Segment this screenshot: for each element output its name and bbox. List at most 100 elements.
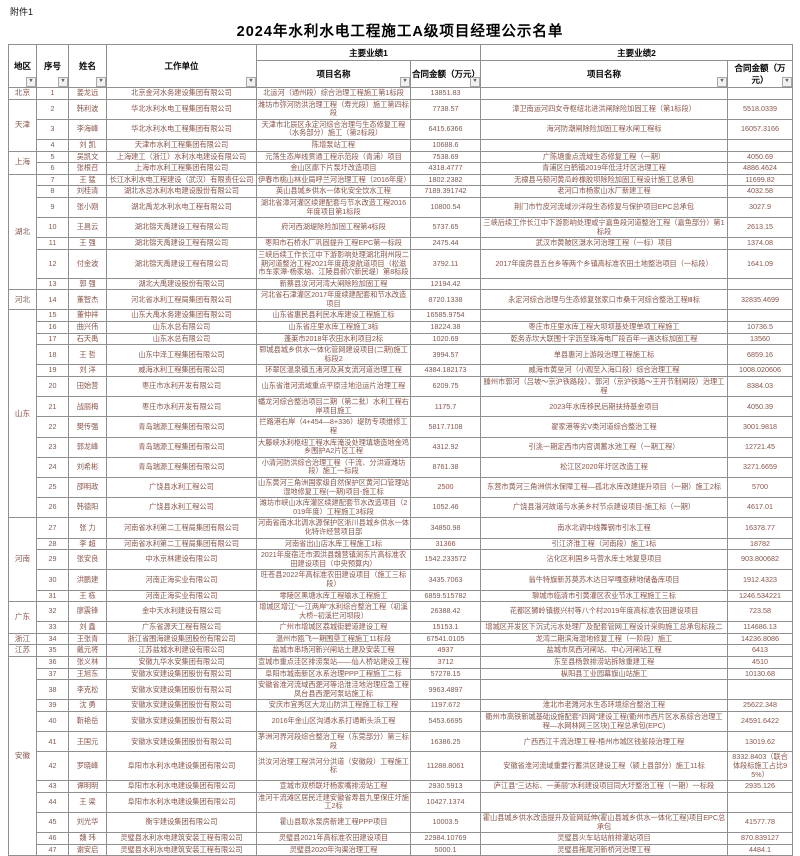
amount1-cell: 7538.69: [409, 150, 482, 164]
name-cell: 张小刚: [68, 196, 107, 219]
project1-cell: 河南省出山店水库工程施工1标: [256, 537, 411, 551]
page-title: 2024年水利水电工程施工A级项目经理公示名单: [236, 24, 564, 40]
name-cell: 沈 勇: [68, 699, 107, 713]
name-cell: 王 强: [68, 237, 107, 250]
filter-dropdown-icon[interactable]: ▾: [400, 77, 410, 87]
employer-cell: 金中天水利建设有限公司: [106, 601, 257, 623]
employer-cell: 山东水总有限公司: [106, 332, 257, 346]
index-cell: 16: [36, 321, 69, 334]
project2-cell: 龙湾二期滨海湿地修复工程（一阶段）施工: [480, 632, 729, 646]
amount2-cell: [727, 791, 794, 813]
project2-cell: [480, 87, 729, 100]
project1-cell: 霍山县取水泵房新建工程PPP项目: [256, 811, 411, 834]
table-row: 44 王 梁阜阳市水利水电建设集团有限公司 淮河干流滩区居民迁建安徽省寿县九里保庄圩…: [9, 791, 794, 813]
project2-cell: 东营市黄河三角洲供水保障工程—孤北水库改建提升项目（一期）施工2标: [480, 476, 729, 499]
employer-cell: 青岛瑞源工程集团有限公司: [106, 456, 257, 478]
table-row: 20 田始营 枣庄市水利开发有限公司 山东省淮河流域重点平原洼地沿运片治理工程 6209…: [9, 376, 794, 398]
employer-cell: 灵璧县水利水电建筑安装工程有限公司: [106, 843, 257, 856]
table-row: 上海 5 吴凯文 上海建工（浙江）水利水电建设有限公司 元荡生态岸线贯通工程示范段（青浦…: [8, 150, 794, 175]
index-cell: 22: [36, 416, 69, 438]
region-cell: 河北: [8, 289, 37, 311]
table-row: 湖北 7 王 猛长江水利水电工程建设（武汉）有限责任公司 伊春市桃山林业局呼兰河治理工…: [8, 173, 794, 291]
table-row: 39 沈 勇安徽水安建设集团股份有限公司 安庆市宜秀区大龙山防洪工程施工标工程 119…: [9, 699, 794, 713]
index-cell: 27: [36, 517, 69, 539]
index-cell: 20: [36, 376, 69, 398]
index-cell: 6: [36, 162, 69, 175]
table-row: 26 韩德阳 广饶县水利工程公司 潍坊市峡山水库灌区续建配套节水改造项目（2019年度…: [9, 497, 794, 519]
employer-cell: 河南省水利第二工程局集团有限公司: [106, 537, 257, 551]
employer-cell: 浙江省围海建设集团股份有限公司: [106, 632, 257, 646]
project2-cell: 南水北调中线舞钢市引水工程: [480, 517, 729, 539]
project2-cell: 漳卫南运河四女寺枢纽北进洪闸除险加固工程（第1标段）: [480, 98, 729, 120]
project2-cell: 花都区狮岭镇振兴村等八个村2019年度高标准农田建设项目: [480, 601, 729, 623]
name-cell: 王 猛: [68, 173, 107, 187]
amount1-cell: 6859.515782: [409, 589, 482, 603]
employer-cell: 威海水利工程集团有限公司: [106, 364, 257, 378]
col-header-amount1: 合同金额（万元） ▾: [409, 60, 482, 88]
index-cell: 44: [36, 791, 69, 813]
name-cell: 张安良: [68, 549, 107, 571]
filter-dropdown-icon[interactable]: ▾: [96, 77, 106, 87]
filter-dropdown-icon[interactable]: ▾: [717, 77, 727, 87]
filter-dropdown-icon[interactable]: ▾: [470, 77, 480, 87]
index-cell: 11: [36, 237, 69, 250]
amount2-cell: 5700: [727, 476, 794, 499]
project2-cell: 枣庄市庄里水库工程大坝坝基处理单项工程施工: [480, 321, 729, 334]
region-cell: 河南: [8, 517, 37, 603]
amount1-cell: 6209.75: [409, 376, 482, 398]
index-cell: 36: [36, 656, 69, 669]
project2-cell: [480, 138, 729, 152]
amount1-cell: 2930.5913: [409, 780, 482, 793]
employer-cell: 山东大禹水务建设集团有限公司: [106, 309, 257, 323]
employer-cell: 河南正海实业有限公司: [106, 569, 257, 591]
amount2-cell: 25622.348: [727, 699, 794, 713]
name-cell: 曲兴伟: [68, 321, 107, 334]
amount2-cell: 3271.6659: [727, 456, 794, 478]
table-row: 6 张根召 上海市水利工程集团有限公司 金山区廊下片泵圩改造项目 4318.4777 青浦…: [9, 162, 794, 175]
project1-cell: 宣城市重点洼区排涝泵站——仙人桥站建设工程: [256, 656, 411, 669]
amount1-cell: 4312.92: [409, 436, 482, 458]
project1-cell: 蓬莱市2018年农田水利项目2标: [256, 332, 411, 346]
filter-dropdown-icon[interactable]: ▾: [26, 77, 36, 87]
name-cell: 罗晓峰: [68, 751, 107, 782]
employer-cell: 天津市水利工程集团有限公司: [106, 138, 257, 152]
index-cell: 5: [36, 150, 69, 164]
project1-cell: 三峡后续工作长江中下游影响处理湖北荆州段二期河道整治工程2021年度疏浚航道项目…: [256, 248, 411, 279]
region-cell: 山东: [8, 309, 37, 519]
project1-cell: 潍坊市弥河防洪治理工程（寿光段）施工第四标段: [256, 98, 411, 120]
project1-cell: 天津市北辰区永定河综合治理与生态修复工程（水务部分）施工（第2标段）: [256, 118, 411, 140]
amount2-cell: 4886.4624: [727, 162, 794, 175]
project1-cell: 茅洲河界河段综合整治工程（东莞部分）第三标段: [256, 731, 411, 753]
project1-cell: 淮河干流滩区居民迁建安徽省寿县九里保庄圩施工2标: [256, 791, 411, 813]
table-row: 北京 1 姜龙远 北京金河水务建设集团有限公司 北运河（通州段）综合治理工程施工第1标段…: [8, 87, 794, 100]
table-row: 21 战丽梅 枣庄市水利开发有限公司 蟠龙河综合整治项目二期（第二批）水利工程右岸项目…: [9, 396, 794, 418]
col-header-index: 序号 ▾: [36, 44, 69, 88]
project2-cell: 安徽省淮河流域重要行蓄洪区建设工程（颍上县部分）施工11标: [480, 751, 729, 782]
amount1-cell: 26388.42: [409, 601, 482, 623]
project2-cell: 淮北市老濉河水生态环境综合整治工程: [480, 699, 729, 713]
col-header-region-label: 地区: [13, 61, 31, 71]
filter-dropdown-icon[interactable]: ▾: [246, 77, 256, 87]
project2-cell: [480, 309, 729, 323]
table-row: 23 郭龙峰 青岛瑞源工程集团有限公司 大藤峡水利枢纽工程水库淹没处理填塘造地金鸡乡围…: [9, 436, 794, 458]
name-cell: 谭明明: [68, 780, 107, 793]
filter-dropdown-icon[interactable]: ▾: [58, 77, 68, 87]
project1-cell: 环翠区温泉镇五渚河及其支流河道治理工程: [256, 364, 411, 378]
col-header-amount2: 合同金额（万元） ▾: [727, 60, 794, 88]
filter-dropdown-icon[interactable]: ▾: [782, 77, 792, 87]
employer-cell: 湖北大禹建设股份有限公司: [106, 277, 257, 291]
employer-cell: 湖北水总水利水电建设股份有限公司: [106, 185, 257, 198]
project2-cell: 翟家港等劣V类河道综合整治工程: [480, 416, 729, 438]
name-cell: 王 栋: [68, 589, 107, 603]
name-cell: 刘希彬: [68, 456, 107, 478]
amount1-cell: 10688.6: [409, 138, 482, 152]
table-body: 北京 1 姜龙远 北京金河水务建设集团有限公司 北运河（通州段）综合治理工程施工第1标段…: [8, 87, 794, 856]
region-cell: 湖北: [8, 173, 37, 291]
project2-cell: 灵璧县火车站站前排灌站项目: [480, 832, 729, 845]
amount2-cell: 5518.0339: [727, 98, 794, 120]
index-cell: 18: [36, 344, 69, 366]
index-cell: 4: [36, 138, 69, 152]
col-header-achievement2: 主要业绩2: [480, 44, 794, 61]
project1-cell: 洪汝河治理工程洪河分洪道（安徽段）工程施工标: [256, 751, 411, 782]
project-managers-table: 地区 ▾ 序号 ▾ 姓名 ▾ 工作单位 ▾ 主要业绩1: [8, 44, 794, 856]
